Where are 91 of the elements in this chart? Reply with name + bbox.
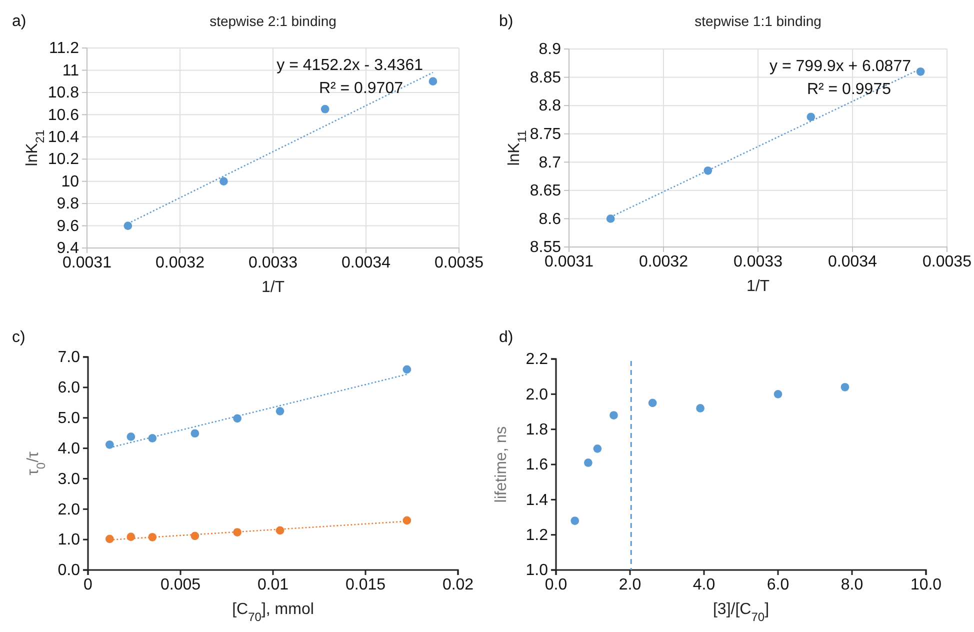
point (126, 532, 136, 542)
annotation: y = 799.9x + 6.0877 (770, 58, 912, 75)
point (584, 458, 592, 467)
x-tick-label: 0.0035 (434, 254, 484, 272)
point (570, 516, 580, 525)
y-tick-label: 10.2 (48, 151, 80, 168)
y-tick-label: 8.8 (538, 98, 562, 115)
x-tick-label: 4.0 (692, 576, 716, 594)
x-tick-label: 10.0 (910, 576, 942, 594)
y-tick-label: 11.2 (49, 40, 80, 58)
text: a) (12, 13, 26, 30)
x-tick-label: 0.0035 (922, 253, 972, 270)
y-tick-label: 11 (62, 62, 80, 80)
y-tick-label: 1.2 (526, 526, 548, 544)
x-axis-title: [3]/[C$_{70}$] (712, 601, 770, 624)
chart-title: stepwise 2:1 binding (210, 13, 336, 29)
point (402, 365, 412, 374)
y-tick-label: 8.9 (538, 41, 562, 58)
x-tick-label: 0.02 (442, 576, 474, 594)
point (704, 166, 712, 175)
point (124, 222, 132, 230)
x-tick-label: 0.0033 (734, 253, 783, 270)
x-tick-label: 0.0033 (248, 254, 298, 272)
point (774, 390, 782, 398)
y-tick-label: 2.0 (58, 501, 80, 518)
y-tick-label: 2.0 (526, 386, 548, 404)
y-tick-label: 10.6 (48, 106, 80, 124)
y-axis-title: lifetime, ns (493, 426, 510, 503)
y-tick-label: 4.0 (58, 440, 80, 458)
point (916, 67, 925, 76)
x-tick-label: 2.0 (618, 576, 642, 594)
point (610, 411, 618, 420)
y-tick-label: 8.6 (538, 210, 562, 228)
y-tick-label: 0.0 (58, 562, 80, 580)
point (840, 382, 850, 392)
point (126, 432, 136, 441)
text: b) (499, 13, 514, 30)
point (428, 77, 438, 86)
y-tick-label: 3.0 (58, 470, 80, 488)
text: c) (12, 329, 26, 346)
y-tick-label: 8.7 (538, 154, 562, 172)
x-tick-label: 0.0034 (342, 254, 391, 272)
x-tick-label: 0.0034 (828, 253, 878, 270)
y-tick-label: 8.65 (530, 182, 562, 200)
point (105, 534, 114, 544)
y-tick-label: 2.2 (526, 351, 548, 368)
x-tick-label: 0.005 (160, 576, 201, 594)
x-axis-title: [C$_{70}$], mmol (232, 601, 314, 624)
point (148, 434, 157, 442)
y-tick-label: 9.6 (56, 218, 80, 235)
y-tick-label: 8.75 (530, 126, 562, 143)
y-tick-label: 10 (61, 173, 80, 190)
point (320, 104, 330, 114)
x-tick-label: 6.0 (766, 576, 790, 594)
x-axis-title: 1/T (746, 278, 770, 295)
point (190, 429, 200, 438)
point (220, 177, 228, 186)
x-tick-label: 0.01 (257, 576, 289, 594)
y-tick-label: 6.0 (58, 380, 80, 397)
y-tick-label: 7.0 (58, 349, 80, 366)
point (696, 404, 704, 412)
point (806, 112, 816, 122)
annotation: y = 4152.2x - 3.4361 (276, 57, 424, 74)
point (593, 444, 602, 453)
y-tick-label: 1.0 (526, 562, 548, 580)
y-tick-label: 1.4 (526, 492, 548, 509)
annotation: R² = 0.9975 (806, 81, 892, 98)
x-axis-title: 1/T (261, 279, 285, 296)
point (105, 440, 114, 449)
y-tick-label: 1.8 (526, 421, 548, 438)
point (276, 406, 284, 416)
y-tick-label: 10.8 (48, 84, 80, 102)
point (648, 398, 657, 408)
annotation: R² = 0.9707 (318, 80, 404, 97)
point (233, 528, 242, 536)
x-tick-label: 0.0032 (639, 253, 688, 270)
point (606, 214, 615, 223)
x-tick-label: 0 (84, 576, 93, 594)
x-tick-label: 0.0032 (156, 254, 205, 272)
y-tick-label: 9.8 (56, 196, 80, 213)
y-tick-label: 1.0 (58, 532, 80, 549)
y-tick-label: 10.4 (48, 129, 80, 146)
y-tick-label: 8.85 (530, 69, 562, 86)
y-tick-label: 1.6 (526, 456, 548, 474)
x-tick-label: 0.015 (345, 576, 386, 594)
point (402, 516, 412, 525)
chart-title: stepwise 1:1 binding (694, 13, 822, 29)
text: d) (499, 329, 514, 346)
point (233, 414, 242, 423)
x-tick-label: 8.0 (840, 576, 864, 594)
y-tick-label: 5.0 (58, 410, 80, 427)
